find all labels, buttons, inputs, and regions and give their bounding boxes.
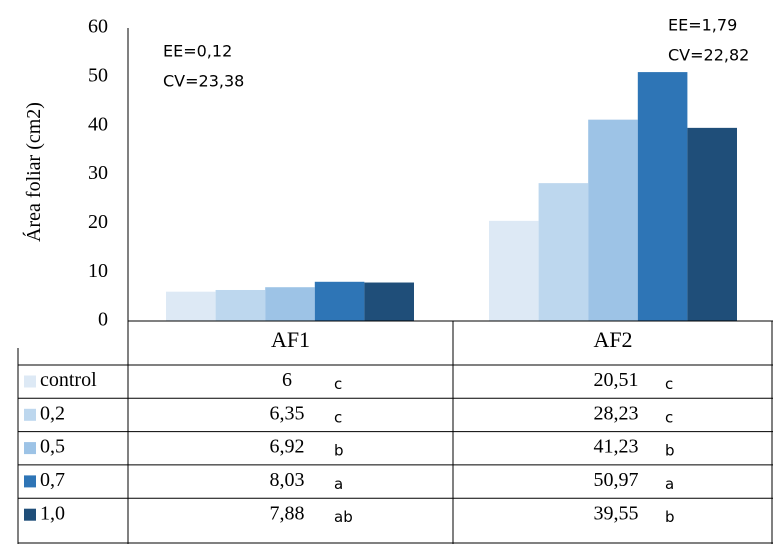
y-tick-label: 60 xyxy=(88,16,108,38)
category-header: AF1 xyxy=(271,327,310,352)
table-cell-value: 6 xyxy=(282,369,292,391)
y-tick-label: 40 xyxy=(88,113,108,135)
table-cell-letter: a xyxy=(334,475,343,493)
legend-key-0,7 xyxy=(24,475,36,488)
legend-series-name: 0,5 xyxy=(40,436,65,458)
bar-AF1-1,0 xyxy=(364,282,414,321)
bar-AF1-0,5 xyxy=(265,287,315,321)
annotation-text: CV=22,82 xyxy=(668,46,749,65)
table-cell-letter: c xyxy=(334,408,342,426)
table-cell-value: 20,51 xyxy=(594,369,639,391)
table-cell-value: 7,88 xyxy=(270,502,305,524)
annotation-text: CV=23,38 xyxy=(163,72,244,91)
table-cell-value: 41,23 xyxy=(594,436,639,458)
legend-series-name: 0,2 xyxy=(40,402,65,424)
table-cell-letter: ab xyxy=(334,508,353,526)
table-cell-value: 28,23 xyxy=(594,402,639,424)
table-cell-letter: c xyxy=(334,375,342,393)
y-axis-label: Área foliar (cm2) xyxy=(22,102,45,242)
table-cell-value: 39,55 xyxy=(594,502,639,524)
y-tick-label: 50 xyxy=(88,64,108,86)
data-table: AF1 AF2 control 6 c 20,51 c 0,2 6,35 c 28,23 c 0,5 6,… xyxy=(17,320,773,544)
table-cell-value: 6,92 xyxy=(270,436,305,458)
legend-key-0,5 xyxy=(24,442,36,455)
annotation-text: EE=0,12 xyxy=(163,42,232,61)
legend-series-name: control xyxy=(40,369,97,391)
legend-series-name: 0,7 xyxy=(40,469,65,491)
legend-key-1,0 xyxy=(24,508,36,521)
bar-AF1-0,7 xyxy=(314,281,365,321)
table-cell-letter: b xyxy=(334,442,344,460)
y-tick-label: 10 xyxy=(88,260,108,282)
y-tick-label: 20 xyxy=(88,211,108,233)
y-tick-label: 0 xyxy=(98,309,108,331)
table-cell-value: 6,35 xyxy=(270,402,305,424)
table-cell-letter: c xyxy=(665,375,673,393)
table-cell-letter: b xyxy=(665,442,675,460)
table-cell-value: 8,03 xyxy=(270,469,305,491)
bar-AF2-1,0 xyxy=(687,127,737,321)
legend-key-0,2 xyxy=(24,408,36,421)
legend-series-name: 1,0 xyxy=(40,502,65,524)
category-header: AF2 xyxy=(593,327,632,352)
plot-area: 0 10 20 30 40 50 60 Área foliar (cm2) EE=0,12 CV=… xyxy=(22,16,749,331)
bar-AF2-0,5 xyxy=(588,119,638,322)
bar-AF2-0,2 xyxy=(538,183,589,321)
bar-AF2-control xyxy=(489,220,539,321)
table-cell-value: 50,97 xyxy=(594,469,639,491)
table-cell-letter: a xyxy=(665,475,674,493)
table-cell-letter: b xyxy=(665,508,675,526)
table-cell-letter: c xyxy=(665,408,673,426)
bar-AF1-control xyxy=(166,291,216,321)
bar-AF2-0,7 xyxy=(637,72,688,321)
annotation-text: EE=1,79 xyxy=(668,16,737,35)
bar-AF1-0,2 xyxy=(215,289,266,321)
legend-key-control xyxy=(24,375,36,388)
y-tick-label: 30 xyxy=(88,162,108,184)
